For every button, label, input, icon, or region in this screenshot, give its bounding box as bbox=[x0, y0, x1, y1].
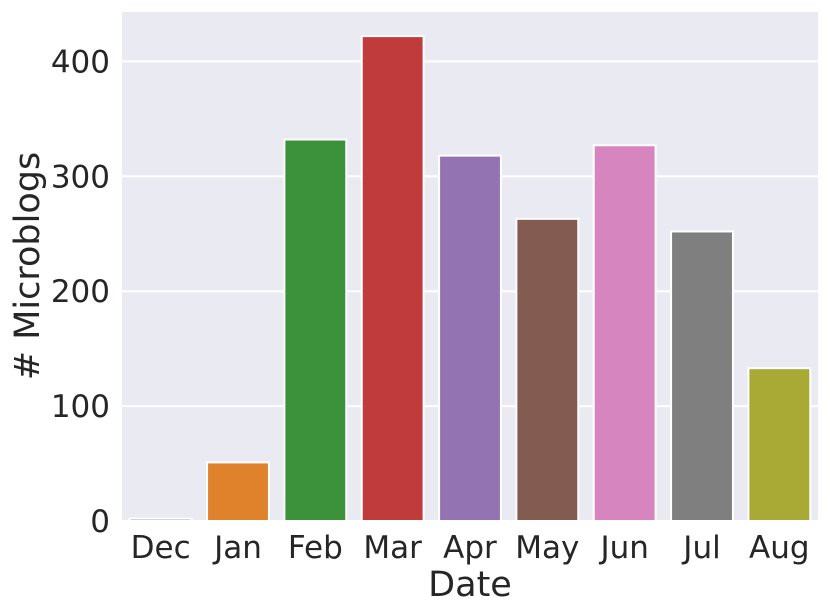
y-tick-label: 400 bbox=[51, 44, 110, 80]
y-tick-label: 200 bbox=[51, 274, 110, 310]
y-tick-label: 0 bbox=[90, 504, 110, 540]
bar-dec bbox=[128, 517, 193, 522]
x-tick-label: Jan bbox=[212, 530, 262, 566]
x-tick-labels: Dec Jan Feb Mar Apr May Jun Jul Aug bbox=[131, 530, 810, 566]
bar-mar bbox=[360, 35, 425, 523]
bar-feb bbox=[283, 138, 348, 523]
x-tick-label: Apr bbox=[443, 530, 497, 566]
x-tick-label: Feb bbox=[288, 530, 343, 566]
bar-may bbox=[515, 217, 580, 522]
x-tick-label: Jun bbox=[598, 530, 648, 566]
x-tick-label: Aug bbox=[749, 530, 810, 566]
y-tick-labels: 0 100 200 300 400 bbox=[51, 44, 110, 540]
x-tick-label: May bbox=[515, 530, 579, 566]
y-axis-title: # Microblogs bbox=[8, 152, 48, 380]
bars bbox=[128, 35, 812, 523]
y-tick-label: 300 bbox=[51, 159, 110, 195]
bar-jun bbox=[592, 144, 657, 522]
bar-jul bbox=[670, 230, 734, 522]
x-tick-label: Dec bbox=[131, 530, 191, 566]
bar-apr bbox=[438, 154, 502, 523]
x-tick-label: Jul bbox=[681, 530, 720, 566]
bar-jan bbox=[206, 461, 270, 522]
x-axis-title: Date bbox=[428, 565, 512, 605]
x-tick-label: Mar bbox=[363, 530, 422, 566]
bar-aug bbox=[747, 367, 812, 522]
y-tick-label: 100 bbox=[51, 389, 110, 425]
